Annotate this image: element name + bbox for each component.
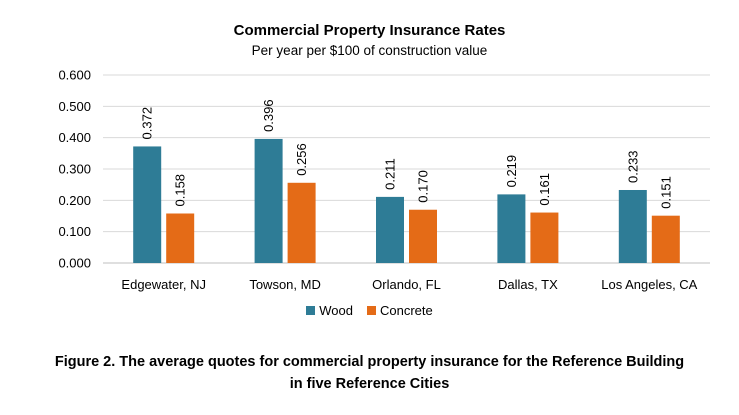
legend-item-concrete: Concrete	[366, 303, 433, 318]
data-label: 0.161	[537, 173, 552, 206]
chart-title: Commercial Property Insurance Rates	[233, 22, 506, 39]
data-label: 0.233	[625, 150, 640, 183]
gridlines	[103, 74, 710, 264]
data-labels: 0.372 0.158 0.396 0.256 0.211 0.170 0.219 0.161…	[140, 99, 674, 208]
y-tick-label: 0.300	[58, 162, 91, 177]
legend-swatch-concrete	[366, 306, 376, 315]
data-label: 0.396	[261, 99, 276, 132]
x-tick-label: Orlando, FL	[372, 277, 441, 292]
bars	[133, 138, 680, 263]
legend-item-wood: Wood	[306, 303, 353, 318]
data-label: 0.219	[504, 155, 519, 188]
legend-swatch-wood	[306, 306, 316, 315]
x-tick-label: Dallas, TX	[498, 277, 558, 292]
bar-concrete	[530, 212, 559, 263]
y-tick-label: 0.000	[58, 256, 91, 271]
x-tick-label: Towson, MD	[249, 277, 321, 292]
bar-concrete	[651, 215, 680, 263]
bar-chart: 0.000 0.100 0.200 0.300 0.400 0.500 0.600 0.37…	[58, 68, 710, 292]
legend-label-concrete: Concrete	[379, 303, 433, 318]
data-label: 0.158	[173, 174, 188, 207]
y-tick-label: 0.100	[58, 224, 91, 239]
figure-caption: Figure 2. The average quotes for commerc…	[20, 351, 719, 395]
y-axis-ticks: 0.000 0.100 0.200 0.300 0.400 0.500 0.600	[58, 68, 91, 271]
y-tick-label: 0.400	[58, 130, 91, 145]
x-axis-ticks: Edgewater, NJ Towson, MD Orlando, FL Dallas…	[121, 277, 697, 292]
bar-wood	[376, 196, 404, 263]
figure-caption-line-2: in five Reference Cities	[289, 376, 450, 392]
data-label: 0.211	[383, 158, 398, 190]
bar-wood	[618, 189, 647, 263]
y-tick-label: 0.200	[58, 193, 91, 208]
bar-wood	[133, 146, 162, 263]
bar-concrete	[409, 209, 437, 263]
data-label: 0.151	[658, 176, 673, 209]
y-tick-label: 0.600	[58, 68, 91, 83]
legend-label-wood: Wood	[319, 303, 353, 318]
y-tick-label: 0.500	[58, 99, 91, 114]
x-tick-label: Los Angeles, CA	[601, 277, 697, 292]
bar-wood	[497, 194, 526, 263]
data-label: 0.372	[140, 107, 155, 140]
x-tick-label: Edgewater, NJ	[121, 277, 206, 292]
bar-concrete	[166, 213, 195, 263]
bar-concrete	[287, 182, 316, 263]
figure-caption-line-1: Figure 2. The average quotes for commerc…	[54, 354, 685, 370]
data-label: 0.170	[416, 170, 431, 203]
data-label: 0.256	[294, 143, 309, 176]
chart-subtitle: Per year per $100 of construction value	[251, 43, 488, 58]
bar-wood	[254, 138, 283, 263]
legend: Wood Concrete	[0, 303, 739, 318]
